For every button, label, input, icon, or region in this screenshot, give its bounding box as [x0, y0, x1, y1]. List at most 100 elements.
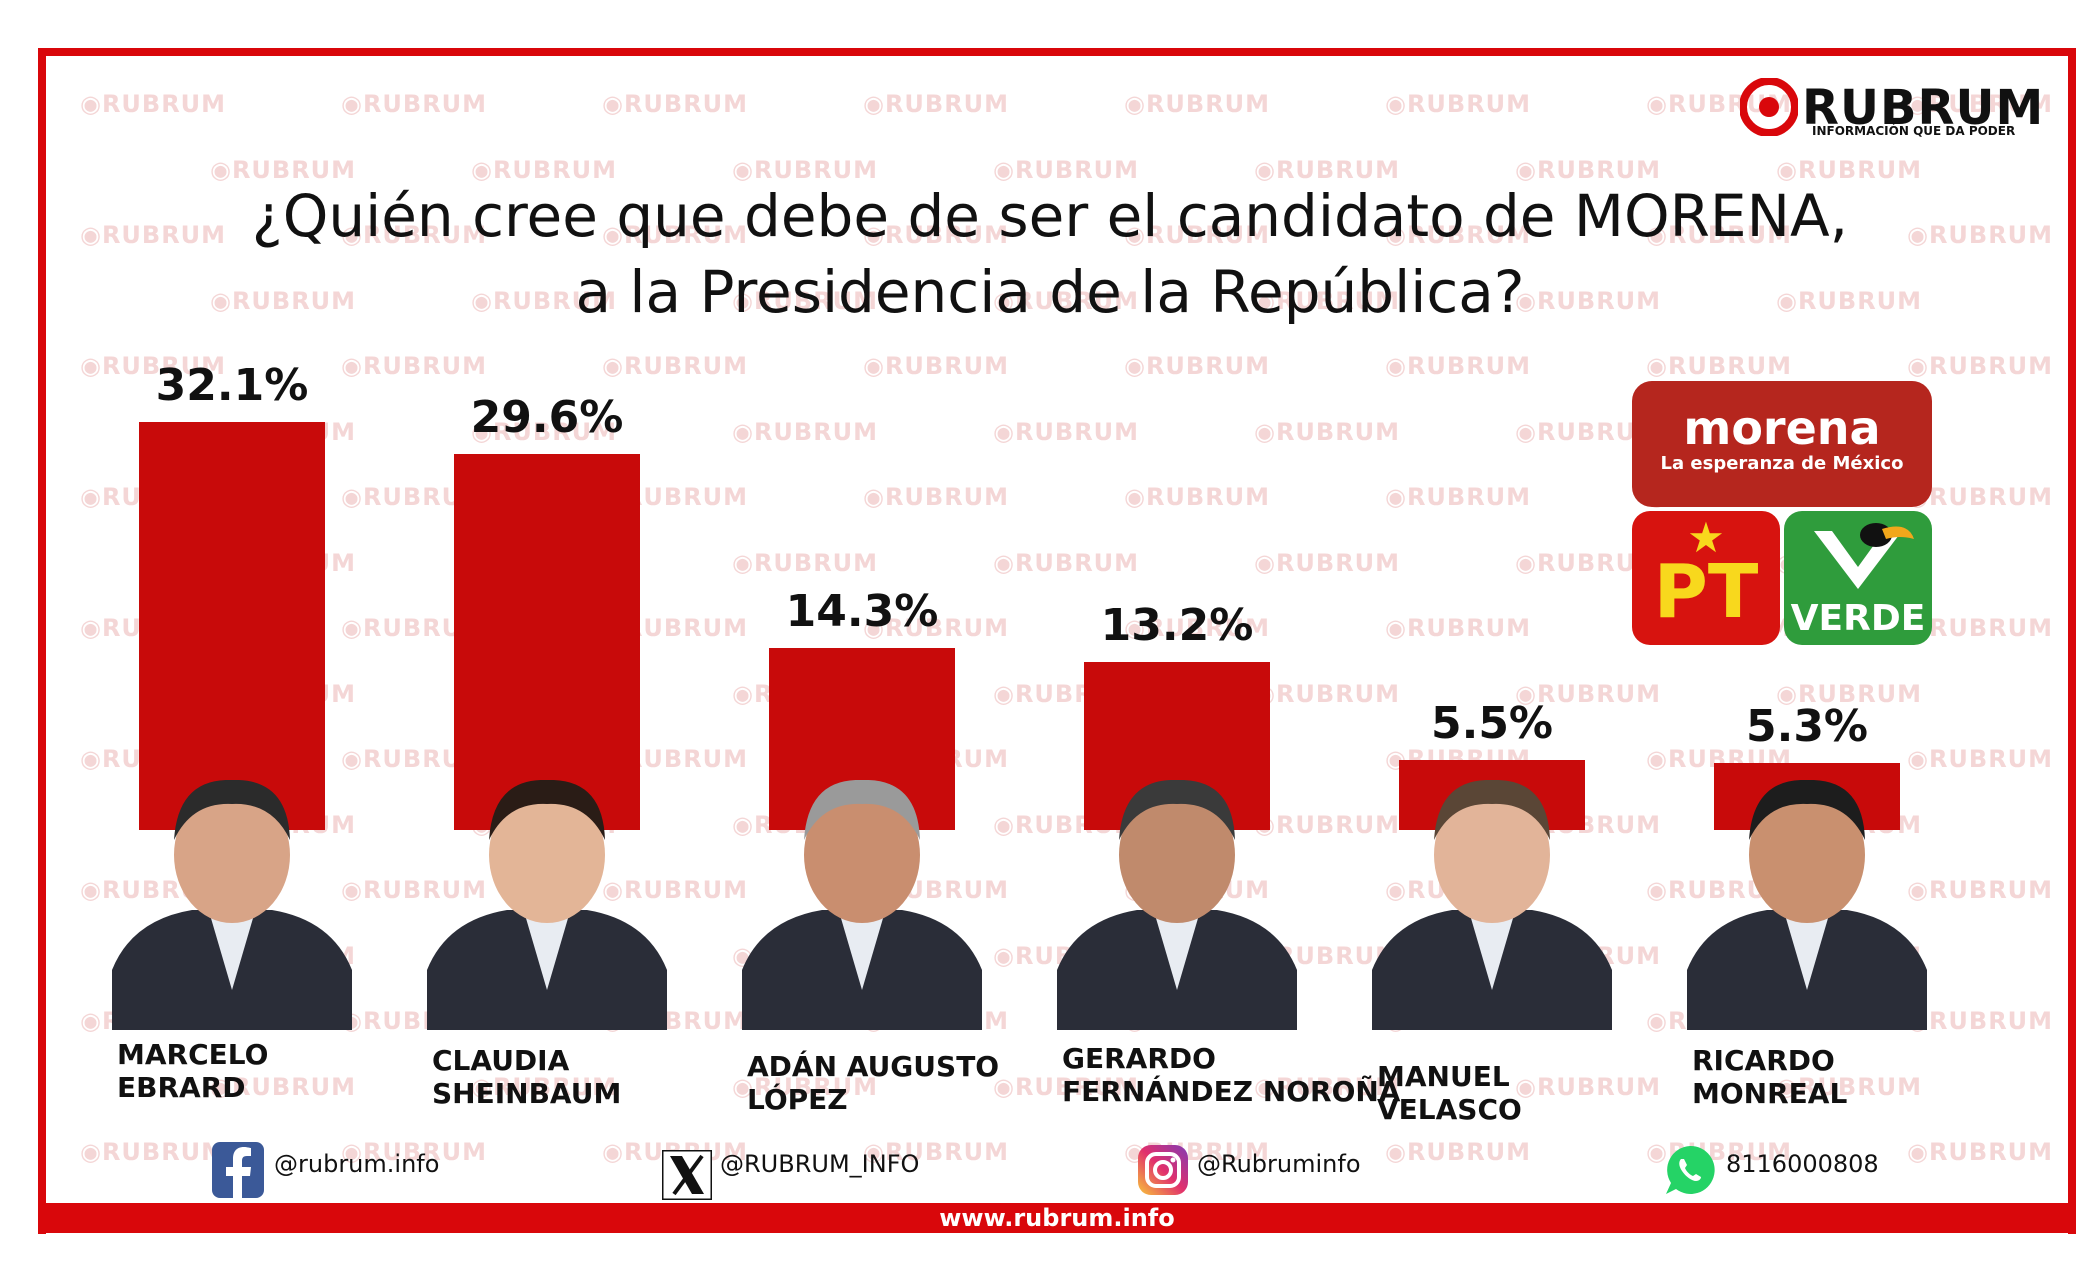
watermark-text: ◉RUBRUM	[341, 1138, 488, 1166]
candidate-name: RICARDO MONREAL	[1692, 1044, 1848, 1110]
pt-name: PT	[1653, 549, 1759, 635]
watermark-text: ◉RUBRUM	[993, 155, 1140, 184]
watermark-text: ◉RUBRUM	[732, 417, 879, 446]
watermark-text: ◉RUBRUM	[1515, 1072, 1662, 1101]
watermark-text: ◉RUBRUM	[993, 286, 1140, 315]
watermark-text: ◉RUBRUM	[863, 483, 1010, 511]
watermark-text: ◉RUBRUM	[1124, 90, 1271, 118]
watermark-text: ◉RUBRUM	[1907, 221, 2054, 249]
watermark-text: ◉RUBRUM	[1385, 352, 1532, 380]
candidate-name: MANUEL VELASCO	[1377, 1060, 1522, 1126]
watermark-text: ◉RUBRUM	[602, 352, 749, 380]
watermark-text: ◉RUBRUM	[1515, 679, 1662, 708]
candidate-name: ADÁN AUGUSTO LÓPEZ	[747, 1050, 1000, 1116]
watermark-text: ◉RUBRUM	[210, 155, 357, 184]
watermark-text: ◉RUBRUM	[1776, 1072, 1923, 1101]
watermark-text: ◉RUBRUM	[341, 90, 488, 118]
watermark-text: ◉RUBRUM	[1254, 1072, 1401, 1101]
candidate-photo	[1372, 780, 1612, 1030]
watermark-text: ◉RUBRUM	[602, 876, 749, 904]
watermark-text: ◉RUBRUM	[1907, 1007, 2054, 1035]
logo-tagline: INFORMACIÓN QUE DA PODER	[1812, 124, 2016, 138]
bar-value-label: 5.5%	[1430, 698, 1554, 750]
x-handle[interactable]: @RUBRUM_INFO	[720, 1150, 920, 1178]
candidate-photo	[1057, 780, 1297, 1030]
watermark-text: ◉RUBRUM	[471, 417, 618, 446]
watermark-text: ◉RUBRUM	[863, 221, 1010, 249]
watermark-text: ◉RUBRUM	[1515, 155, 1662, 184]
watermark-text: ◉RUBRUM	[471, 155, 618, 184]
bar	[139, 422, 325, 830]
watermark-text: ◉RUBRUM	[1907, 876, 2054, 904]
candidate-photo	[112, 780, 352, 1030]
bar-value-label: 32.1%	[155, 360, 309, 411]
candidate-name: MARCELO EBRARD	[117, 1038, 269, 1104]
watermark-text: ◉RUBRUM	[602, 221, 749, 249]
watermark-text: ◉RUBRUM	[210, 1072, 357, 1101]
watermark-text: ◉RUBRUM	[732, 1072, 879, 1101]
watermark-text: ◉RUBRUM	[1385, 221, 1532, 249]
watermark-text: ◉RUBRUM	[1385, 614, 1532, 642]
pt-logo: ★ PT	[1632, 511, 1780, 645]
whatsapp-icon[interactable]	[1664, 1144, 1716, 1196]
watermark-text: ◉RUBRUM	[1776, 155, 1923, 184]
watermark-text: ◉RUBRUM	[1646, 221, 1793, 249]
x-icon[interactable]	[662, 1150, 712, 1200]
rubrum-target-icon	[1740, 78, 1798, 136]
candidate-photo	[427, 780, 667, 1030]
watermark-text: ◉RUBRUM	[1254, 286, 1401, 315]
bar-value-label: 29.6%	[470, 391, 624, 443]
bar	[454, 453, 640, 830]
watermark-text: ◉RUBRUM	[1385, 90, 1532, 118]
watermark-text: ◉RUBRUM	[341, 221, 488, 249]
watermark-text: ◉RUBRUM	[1385, 1138, 1532, 1166]
watermark-text: ◉RUBRUM	[732, 286, 879, 315]
whatsapp-number[interactable]: 8116000808	[1726, 1150, 1879, 1178]
watermark-text: ◉RUBRUM	[471, 286, 618, 315]
watermark-text: ◉RUBRUM	[1646, 352, 1793, 380]
watermark-text: ◉RUBRUM	[1254, 810, 1401, 839]
instagram-icon[interactable]	[1138, 1145, 1188, 1195]
watermark-text: ◉RUBRUM	[80, 221, 227, 249]
footer-url-bar[interactable]: www.rubrum.info	[38, 1203, 2076, 1233]
candidate-name: CLAUDIA SHEINBAUM	[432, 1044, 622, 1110]
bar-value-label: 14.3%	[785, 586, 939, 638]
watermark-text: ◉RUBRUM	[1776, 286, 1923, 315]
watermark-text: ◉RUBRUM	[1907, 90, 2054, 118]
watermark-text: ◉RUBRUM	[863, 614, 1010, 642]
watermark-text: ◉RUBRUM	[80, 90, 227, 118]
watermark-text: ◉RUBRUM	[1254, 155, 1401, 184]
watermark-text: ◉RUBRUM	[863, 352, 1010, 380]
watermark-text: ◉RUBRUM	[1124, 483, 1271, 511]
bar-value-label: 13.2%	[1100, 600, 1254, 652]
watermark-text: ◉RUBRUM	[1254, 548, 1401, 577]
watermark-text: ◉RUBRUM	[1385, 483, 1532, 511]
footer-url[interactable]: www.rubrum.info	[939, 1204, 1175, 1232]
watermark-text: ◉RUBRUM	[210, 286, 357, 315]
morena-name: morena	[1683, 401, 1881, 455]
instagram-handle[interactable]: @Rubruminfo	[1197, 1150, 1361, 1178]
candidate-photo	[1687, 780, 1927, 1030]
chart-title: ¿Quién cree que debe de ser el candidato…	[251, 182, 1849, 326]
watermark-text: ◉RUBRUM	[1124, 352, 1271, 380]
verde-logo: VERDE	[1784, 511, 1932, 645]
watermark-text: ◉RUBRUM	[1254, 417, 1401, 446]
toucan-icon	[1814, 523, 1914, 589]
watermark-text: ◉RUBRUM	[993, 1072, 1140, 1101]
watermark-text: ◉RUBRUM	[863, 90, 1010, 118]
party-logos: morena La esperanza de México ★ PT VERDE	[1632, 381, 1932, 645]
morena-slogan: La esperanza de México	[1660, 453, 1904, 474]
watermark-text: ◉RUBRUM	[1776, 679, 1923, 708]
morena-logo: morena La esperanza de México	[1632, 381, 1932, 507]
facebook-icon[interactable]	[212, 1142, 264, 1198]
logo-name: RUBRUM	[1802, 80, 2045, 136]
watermark-text: ◉RUBRUM	[1254, 679, 1401, 708]
facebook-handle[interactable]: @rubrum.info	[274, 1150, 440, 1178]
watermark-text: ◉RUBRUM	[80, 1138, 227, 1166]
watermark-text: ◉RUBRUM	[1124, 221, 1271, 249]
watermark-text: ◉RUBRUM	[1124, 614, 1271, 642]
candidate-photo	[742, 780, 982, 1030]
watermark-text: ◉RUBRUM	[341, 876, 488, 904]
watermark-text: ◉RUBRUM	[993, 417, 1140, 446]
verde-name: VERDE	[1790, 598, 1926, 639]
